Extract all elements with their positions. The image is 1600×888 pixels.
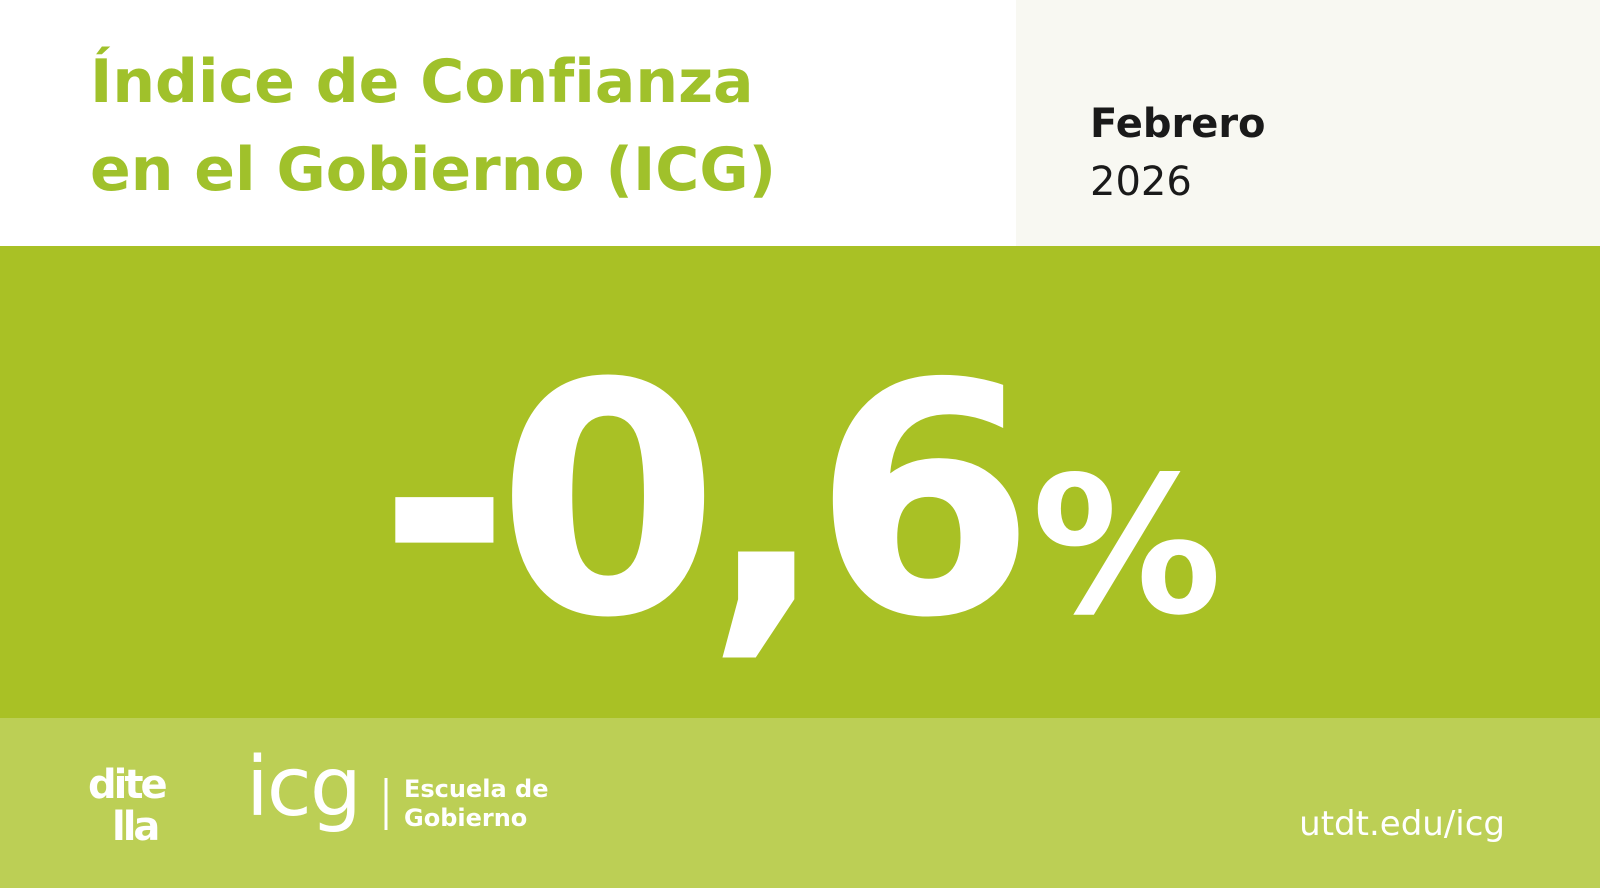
- logo-text: lla: [112, 804, 157, 850]
- title-line: Índice de Confianza: [90, 45, 754, 117]
- headline: -0,6%: [378, 316, 1222, 688]
- logo-text: dite: [88, 762, 166, 808]
- url: utdt.edu/icg: [1299, 804, 1505, 844]
- headline-band: [0, 246, 1600, 718]
- school-line: Gobierno: [404, 804, 527, 832]
- year: 2026: [1090, 159, 1192, 205]
- title-line: en el Gobierno (ICG): [90, 135, 776, 205]
- school-line: Escuela de: [404, 775, 549, 803]
- ditella-logo: dite lla: [88, 762, 169, 850]
- month: Febrero: [1090, 101, 1266, 147]
- title: Índice de Confianza en el Gobierno (ICG): [90, 45, 776, 205]
- headline-value: -0,6: [378, 316, 1023, 688]
- icg-logo: icg: [246, 740, 360, 835]
- school-name: Escuela de Gobierno: [404, 775, 549, 832]
- footer-band: [0, 718, 1600, 888]
- headline-unit: %: [1032, 436, 1222, 657]
- date-panel: [1016, 0, 1600, 246]
